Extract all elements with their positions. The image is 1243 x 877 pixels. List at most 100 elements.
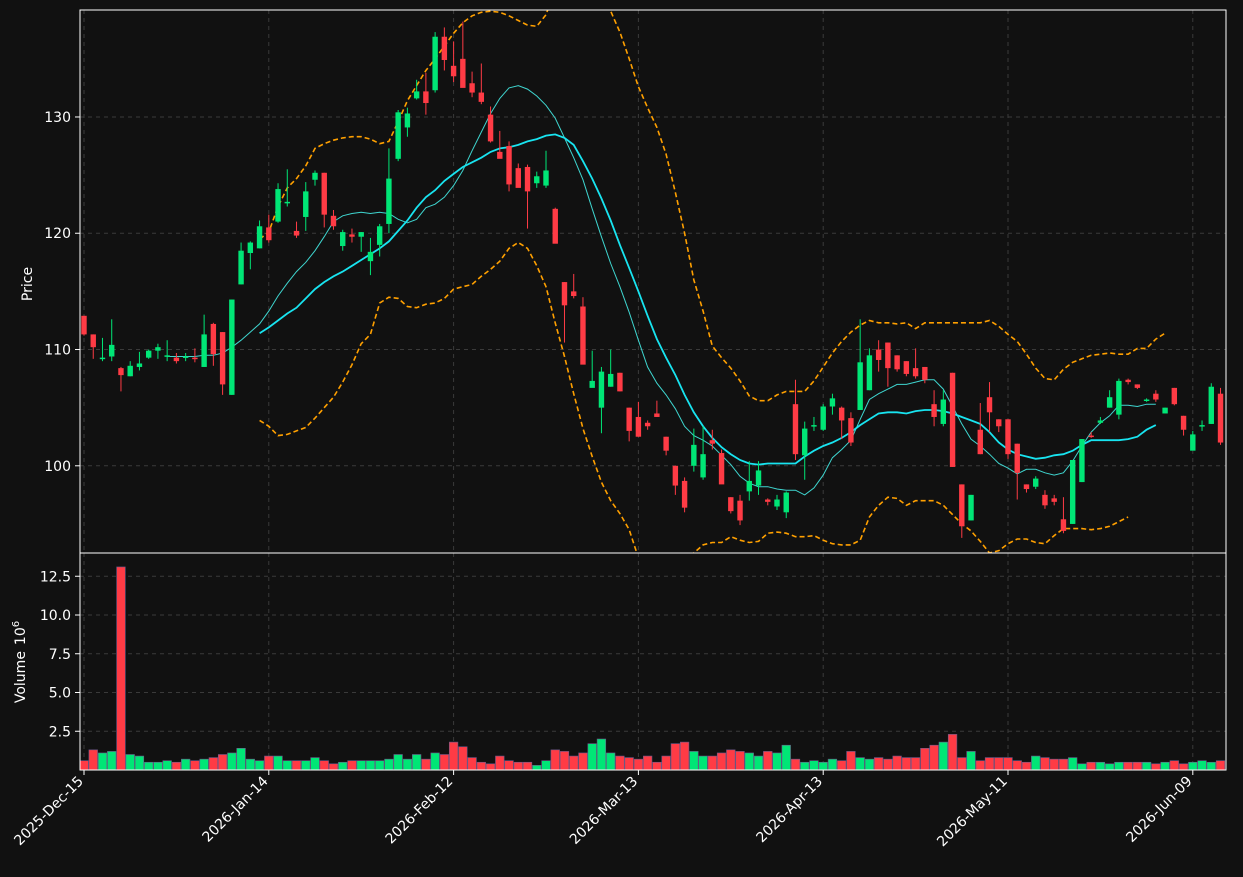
x-tick-label: 2026-Jan-14 bbox=[200, 773, 272, 845]
volume-bar bbox=[134, 755, 145, 770]
candle-body bbox=[644, 422, 651, 427]
volume-bar bbox=[347, 760, 357, 770]
volume-bar bbox=[1095, 761, 1106, 770]
volume-bar bbox=[421, 758, 431, 770]
candle-body bbox=[469, 83, 475, 93]
volume-axis-label-text: Volume bbox=[13, 651, 29, 703]
volume-bar bbox=[744, 752, 754, 770]
volume-bar bbox=[1197, 760, 1207, 770]
volume-bar bbox=[199, 758, 209, 770]
volume-bar bbox=[975, 760, 985, 770]
volume-bar bbox=[393, 754, 403, 770]
volume-bar bbox=[356, 760, 366, 770]
volume-bar bbox=[190, 760, 200, 770]
volume-bar bbox=[947, 734, 958, 770]
volume-bar bbox=[1123, 761, 1133, 770]
volume-bar bbox=[809, 760, 819, 770]
candle-body bbox=[229, 299, 235, 395]
volume-bar bbox=[1169, 760, 1179, 770]
candle-body bbox=[838, 407, 845, 421]
volume-bar bbox=[606, 752, 616, 770]
volume-bar bbox=[116, 566, 126, 770]
candle-body bbox=[1153, 393, 1159, 400]
candle-body bbox=[173, 357, 180, 362]
candle-body bbox=[922, 366, 928, 380]
volume-bar bbox=[596, 738, 607, 770]
volume-bar bbox=[375, 760, 385, 770]
x-tick-label: 2026-May-11 bbox=[934, 774, 1011, 851]
candle-body bbox=[109, 344, 115, 357]
volume-bar bbox=[790, 758, 801, 770]
candle-body bbox=[1143, 399, 1150, 402]
candle-body bbox=[654, 413, 660, 417]
volume-bar bbox=[144, 761, 154, 770]
volume-bar bbox=[1058, 758, 1069, 770]
volume-bar bbox=[864, 758, 875, 770]
candle-body bbox=[1125, 379, 1131, 383]
candle-body bbox=[635, 416, 642, 437]
candle-body bbox=[1106, 397, 1113, 408]
candle-body bbox=[959, 484, 965, 527]
candle-body bbox=[1134, 384, 1141, 388]
volume-bar bbox=[910, 757, 921, 770]
candle-body bbox=[340, 232, 346, 247]
volume-bar bbox=[707, 755, 717, 770]
volume-bar bbox=[245, 758, 255, 770]
volume-bar bbox=[643, 755, 653, 770]
candle-body bbox=[1069, 459, 1076, 524]
price-tick-label: 100 bbox=[44, 459, 71, 475]
candle-body bbox=[210, 323, 217, 355]
candle-body bbox=[903, 361, 910, 374]
volume-tick-label: 2.5 bbox=[49, 724, 71, 740]
candle-body bbox=[256, 226, 263, 249]
volume-bar bbox=[254, 760, 265, 770]
candle-body bbox=[700, 454, 706, 478]
volume-bar bbox=[920, 747, 930, 770]
volume-bar bbox=[661, 755, 671, 770]
candle-body bbox=[136, 363, 143, 367]
volume-bar bbox=[430, 752, 440, 770]
candle-body bbox=[1097, 420, 1104, 423]
volume-bar bbox=[1105, 763, 1115, 770]
candle-body bbox=[506, 146, 512, 185]
volume-bar bbox=[291, 760, 302, 770]
candle-body bbox=[1051, 498, 1057, 502]
candle-body bbox=[386, 178, 392, 224]
candle-body bbox=[1023, 484, 1030, 490]
candle-body bbox=[1208, 386, 1214, 424]
candle-body bbox=[303, 191, 309, 217]
candle-body bbox=[607, 373, 614, 387]
volume-bar bbox=[125, 754, 135, 770]
volume-bar bbox=[384, 758, 394, 770]
candle-body bbox=[949, 372, 956, 467]
volume-bar bbox=[569, 755, 579, 770]
candle-body bbox=[626, 407, 632, 431]
candle-body bbox=[866, 355, 873, 391]
volume-bar bbox=[1040, 757, 1050, 770]
candle-body bbox=[792, 404, 799, 455]
candle-body bbox=[765, 499, 771, 502]
candle-body bbox=[709, 440, 716, 444]
volume-panel bbox=[80, 566, 1226, 770]
candle-body bbox=[404, 113, 411, 128]
candle-body bbox=[127, 365, 133, 377]
candle-body bbox=[663, 436, 669, 451]
volume-bar bbox=[310, 757, 320, 770]
bollinger-upper-line bbox=[259, 10, 1166, 402]
candle-body bbox=[681, 480, 688, 508]
volume-bar bbox=[1132, 761, 1142, 770]
candle-body bbox=[543, 170, 549, 186]
volume-bar bbox=[522, 761, 533, 770]
candle-body bbox=[201, 334, 207, 367]
volume-unit-base: 10 bbox=[13, 627, 29, 645]
volume-panel-bg bbox=[80, 553, 1226, 770]
candle-body bbox=[931, 404, 937, 417]
candle-body bbox=[691, 444, 697, 466]
price-panel-grid bbox=[80, 10, 1226, 553]
volume-bar bbox=[153, 761, 163, 770]
volume-bar bbox=[236, 747, 246, 770]
bollinger-lower-line bbox=[259, 241, 1129, 553]
candle-body bbox=[460, 58, 466, 88]
candle-body bbox=[857, 362, 863, 410]
